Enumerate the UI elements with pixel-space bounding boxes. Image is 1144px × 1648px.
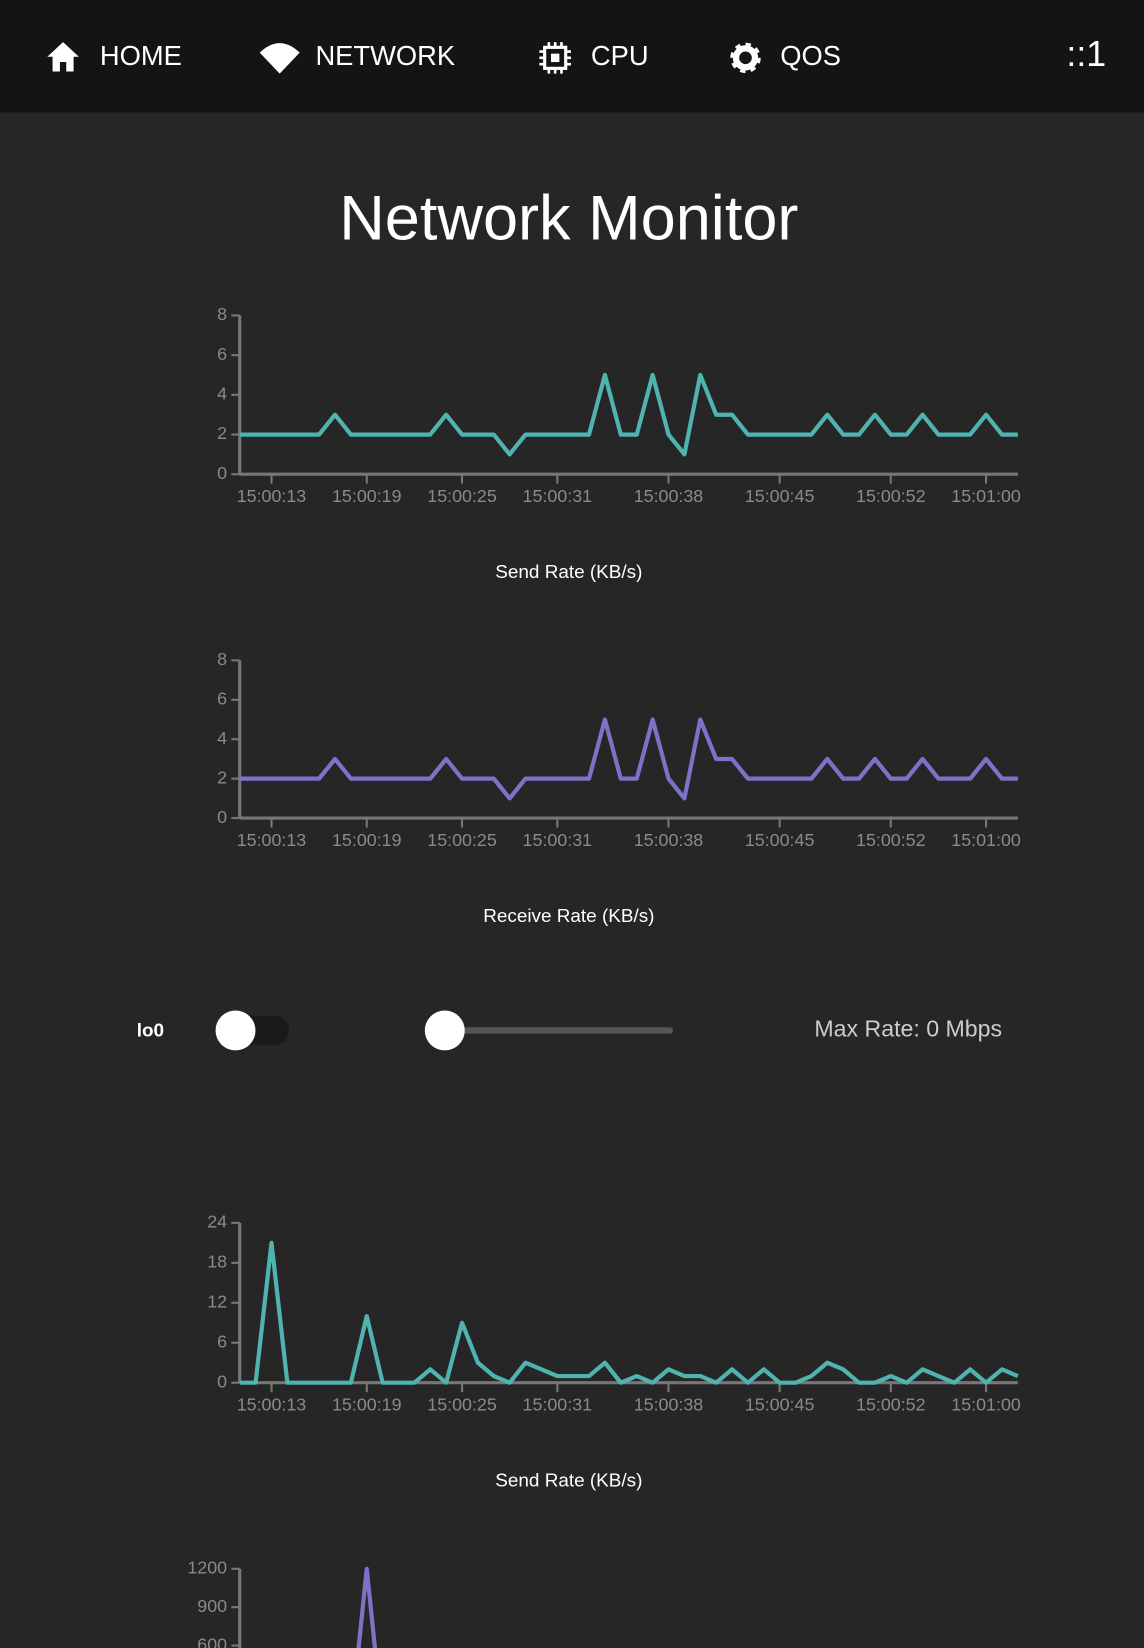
wifi-icon <box>259 43 300 74</box>
x-tick-label: 15:00:31 <box>523 1395 593 1415</box>
y-tick-label: 0 <box>217 463 227 483</box>
chart: 0 6 12 18 24 15:00:13 15:00:19 15:00:25 15:00:31… <box>207 1212 1021 1492</box>
x-tick-label: 15:00:45 <box>745 486 815 506</box>
y-tick-label: 0 <box>217 807 227 827</box>
gear-icon <box>732 45 759 71</box>
interface-label: lo0 <box>137 1021 164 1042</box>
chart: 0 2 4 6 8 15:00:13 15:00:19 15:00:25 15:00:31 15:… <box>217 649 1021 927</box>
max-rate-label: Max Rate: 0 Mbps <box>814 1016 1002 1042</box>
toggle-knob[interactable] <box>215 1010 256 1051</box>
nav-label[interactable]: HOME <box>100 40 182 71</box>
y-tick-label: 0 <box>217 1371 227 1391</box>
nav-label[interactable]: QOS <box>780 40 841 71</box>
chart: 0 2 4 6 8 15:00:13 15:00:19 15:00:25 15:00:31 15:… <box>217 304 1021 583</box>
y-tick-label: 6 <box>217 688 227 708</box>
data-line <box>239 1240 1019 1385</box>
x-tick-label: 15:01:00 <box>951 486 1021 506</box>
page-title: Network Monitor <box>339 184 798 254</box>
y-tick-label: 4 <box>217 384 227 404</box>
x-tick-label: 15:00:38 <box>634 830 704 850</box>
x-tick-label: 15:00:38 <box>634 486 704 506</box>
x-tick-label: 15:01:00 <box>951 830 1021 850</box>
x-tick-label: 15:00:19 <box>332 486 402 506</box>
x-tick-label: 15:01:00 <box>951 1395 1021 1415</box>
chart: 600 900 1200 <box>187 1558 378 1648</box>
cpu-core <box>550 53 560 63</box>
nav-home[interactable]: HOME <box>47 40 182 72</box>
x-tick-label: 15:00:19 <box>332 1395 402 1415</box>
data-line <box>239 717 1018 801</box>
y-tick-label: 600 <box>197 1634 227 1648</box>
y-tick-label: 4 <box>217 728 227 748</box>
y-tick-label: 18 <box>207 1252 227 1272</box>
slider-track[interactable] <box>444 1027 673 1034</box>
y-tick-label: 8 <box>217 649 227 669</box>
x-tick-label: 15:00:52 <box>856 1395 926 1415</box>
x-tick-label: 15:00:52 <box>856 830 926 850</box>
controls: lo0 Max Rate: 0 Mbps <box>137 1010 1002 1051</box>
nav-network[interactable]: NETWORK <box>259 40 455 74</box>
data-line <box>356 1566 378 1648</box>
x-tick-label: 15:00:31 <box>523 486 593 506</box>
cpu-pins <box>539 42 571 74</box>
x-tick-label: 15:00:38 <box>634 1395 704 1415</box>
x-tick-label: 15:00:45 <box>745 1395 815 1415</box>
nav-label[interactable]: CPU <box>591 40 649 71</box>
y-tick-label: 8 <box>217 304 227 324</box>
y-tick-label: 24 <box>207 1212 227 1232</box>
x-axis-title: Send Rate (KB/s) <box>495 562 642 583</box>
x-tick-label: 15:00:25 <box>427 830 497 850</box>
host-label: ::1 <box>1066 34 1106 74</box>
x-tick-label: 15:00:52 <box>856 486 926 506</box>
x-tick-label: 15:00:13 <box>237 1395 307 1415</box>
x-axis-title: Send Rate (KB/s) <box>495 1471 642 1492</box>
y-tick-label: 2 <box>217 767 227 787</box>
y-tick-label: 6 <box>217 1331 227 1351</box>
nav-cpu[interactable]: CPU <box>539 40 649 74</box>
x-tick-label: 15:00:25 <box>427 1395 497 1415</box>
y-tick-label: 900 <box>197 1596 227 1616</box>
x-tick-label: 15:00:13 <box>237 830 307 850</box>
x-tick-label: 15:00:19 <box>332 830 402 850</box>
x-tick-label: 15:00:31 <box>523 830 593 850</box>
y-tick-label: 2 <box>217 423 227 443</box>
home-icon <box>47 42 79 72</box>
x-tick-label: 15:00:45 <box>745 830 815 850</box>
slider-knob[interactable] <box>424 1010 465 1051</box>
y-tick-label: 12 <box>207 1292 227 1312</box>
x-tick-label: 15:00:25 <box>427 486 497 506</box>
nav-qos[interactable]: QOS <box>730 40 841 74</box>
y-tick-label: 1200 <box>187 1558 227 1578</box>
nav-bar <box>0 0 1144 113</box>
x-axis-title: Receive Rate (KB/s) <box>483 906 654 927</box>
y-tick-label: 6 <box>217 344 227 364</box>
data-line <box>239 372 1018 457</box>
nav-label[interactable]: NETWORK <box>315 40 455 71</box>
x-tick-label: 15:00:13 <box>237 486 307 506</box>
